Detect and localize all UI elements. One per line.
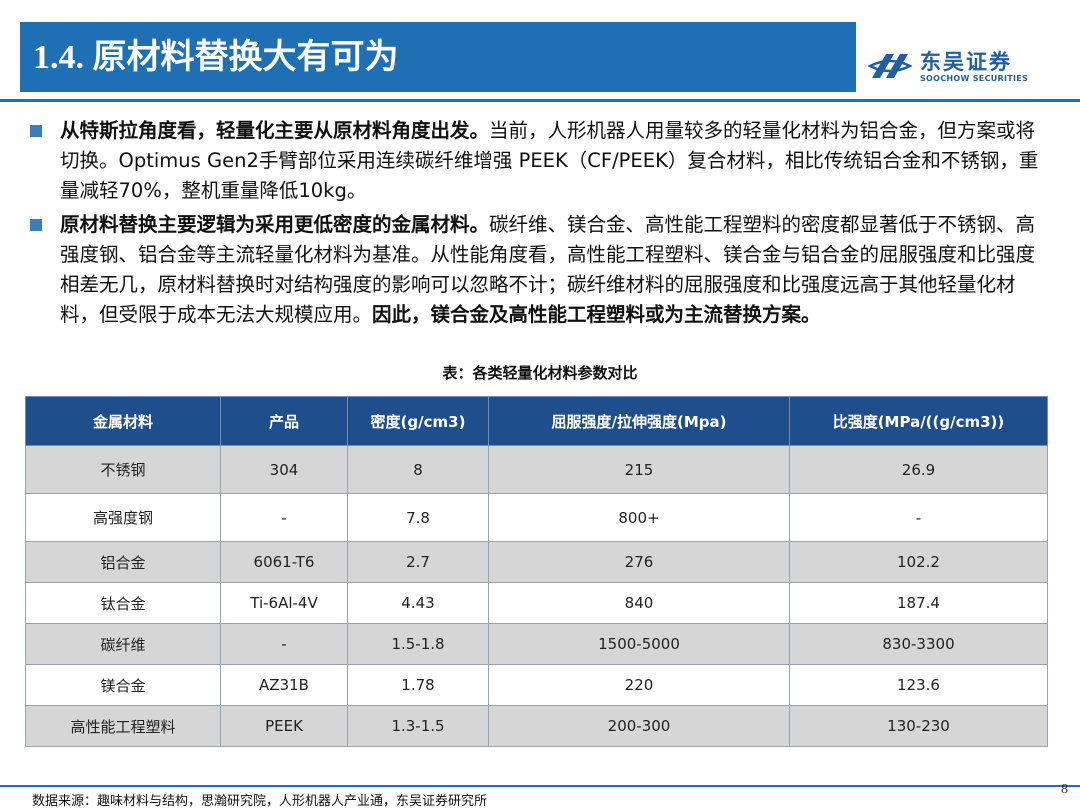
table-cell: AZ31B	[220, 664, 348, 706]
table-cell: 4.43	[347, 582, 489, 624]
table-row: 不锈钢 304 8 215 26.9	[25, 445, 1048, 494]
table-cell: 840	[488, 582, 790, 624]
bullet-conclusion: 因此，镁合金及高性能工程塑料或为主流替换方案。	[372, 303, 821, 326]
table-cell: 187.4	[789, 582, 1048, 624]
table-row: 钛合金 Ti-6Al-4V 4.43 840 187.4	[25, 582, 1048, 624]
table-row: 镁合金 AZ31B 1.78 220 123.6	[25, 664, 1048, 706]
logo-name-en: SOOCHOW SECURITIES	[920, 74, 1029, 83]
table-cell: 1.3-1.5	[347, 705, 489, 747]
square-bullet-icon	[30, 125, 42, 137]
table-cell: PEEK	[220, 705, 348, 747]
table-cell: 高性能工程塑料	[25, 705, 221, 747]
column-header: 金属材料	[25, 396, 221, 446]
soochow-logo-icon	[868, 54, 912, 78]
bullet-text: 当前，人形机器人用量较多的轻量化材料为铝合金，但方案或将切换。Optimus G…	[60, 119, 1039, 202]
bullet-item: 从特斯拉角度看，轻量化主要从原材料角度出发。当前，人形机器人用量较多的轻量化材料…	[30, 116, 1050, 206]
table-header-row: 金属材料 产品 密度(g/cm3) 屈服强度/拉伸强度(Mpa) 比强度(MPa…	[25, 396, 1048, 446]
data-source-note: 数据来源：趣味材料与结构，思瀚研究院，人形机器人产业通，东吴证券研究所	[32, 794, 488, 809]
table-cell: 2.7	[347, 541, 489, 583]
table-cell: -	[789, 493, 1048, 542]
materials-table: 金属材料 产品 密度(g/cm3) 屈服强度/拉伸强度(Mpa) 比强度(MPa…	[25, 396, 1048, 747]
table-cell: 6061-T6	[220, 541, 348, 583]
table-cell: 镁合金	[25, 664, 221, 706]
header-divider	[0, 99, 1080, 102]
table-cell: 碳纤维	[25, 623, 221, 665]
table-row: 高性能工程塑料 PEEK 1.3-1.5 200-300 130-230	[25, 705, 1048, 747]
table-cell: 130-230	[789, 705, 1048, 747]
table-cell: 304	[220, 445, 348, 494]
bullet-lead: 从特斯拉角度看，轻量化主要从原材料角度出发。	[60, 119, 490, 142]
table-row: 铝合金 6061-T6 2.7 276 102.2	[25, 541, 1048, 583]
table-cell: 1.5-1.8	[347, 623, 489, 665]
page-number: 8	[1061, 782, 1068, 797]
logo-name-cn: 东吴证券	[920, 50, 1012, 74]
column-header: 产品	[220, 396, 348, 446]
table-cell: 钛合金	[25, 582, 221, 624]
table-cell: 7.8	[347, 493, 489, 542]
header-bar	[20, 22, 856, 92]
table-row: 碳纤维 - 1.5-1.8 1500-5000 830-3300	[25, 623, 1048, 665]
table-cell: 830-3300	[789, 623, 1048, 665]
bullet-text: 碳纤维、镁合金、高性能工程塑料的密度都显著低于不锈钢、高强度钢、铝合金等主流轻量…	[60, 213, 1036, 326]
bullet-lead: 原材料替换主要逻辑为采用更低密度的金属材料。	[60, 213, 490, 236]
table-cell: 276	[488, 541, 790, 583]
bullet-list: 从特斯拉角度看，轻量化主要从原材料角度出发。当前，人形机器人用量较多的轻量化材料…	[30, 116, 1050, 334]
table-cell: 铝合金	[25, 541, 221, 583]
table-row: 高强度钢 - 7.8 800+ -	[25, 493, 1048, 542]
company-logo: 东吴证券 SOOCHOW SECURITIES	[868, 44, 1068, 90]
column-header: 比强度(MPa/((g/cm3))	[789, 396, 1048, 446]
bullet-item: 原材料替换主要逻辑为采用更低密度的金属材料。碳纤维、镁合金、高性能工程塑料的密度…	[30, 210, 1050, 330]
table-cell: -	[220, 493, 348, 542]
table-cell: 8	[347, 445, 489, 494]
table-cell: 200-300	[488, 705, 790, 747]
table-cell: 不锈钢	[25, 445, 221, 494]
table-cell: 800+	[488, 493, 790, 542]
table-cell: 26.9	[789, 445, 1048, 494]
square-bullet-icon	[30, 219, 42, 231]
page-title: 1.4. 原材料替换大有可为	[33, 39, 399, 76]
column-header: 屈服强度/拉伸强度(Mpa)	[488, 396, 790, 446]
table-cell: Ti-6Al-4V	[220, 582, 348, 624]
table-cell: 215	[488, 445, 790, 494]
table-cell: 1.78	[347, 664, 489, 706]
table-caption: 表：各类轻量化材料参数对比	[442, 364, 638, 382]
table-cell: 220	[488, 664, 790, 706]
table-cell: 1500-5000	[488, 623, 790, 665]
table-cell: 102.2	[789, 541, 1048, 583]
table-cell: -	[220, 623, 348, 665]
column-header: 密度(g/cm3)	[347, 396, 489, 446]
footer-divider	[0, 785, 1080, 787]
table-cell: 123.6	[789, 664, 1048, 706]
table-cell: 高强度钢	[25, 493, 221, 542]
